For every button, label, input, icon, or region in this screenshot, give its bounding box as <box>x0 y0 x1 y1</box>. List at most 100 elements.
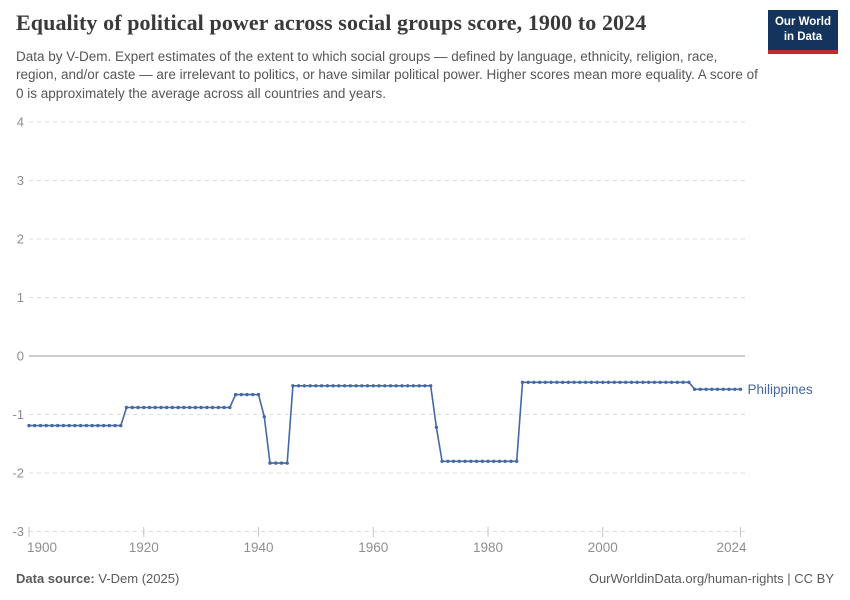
data-point <box>193 405 198 410</box>
data-point <box>624 380 628 384</box>
owid-logo-line1: Our World <box>774 16 831 28</box>
data-point <box>578 380 582 384</box>
x-axis-tick-label: 2000 <box>588 540 618 555</box>
data-point <box>400 384 404 388</box>
data-point <box>119 423 123 428</box>
data-point <box>411 384 416 388</box>
data-point <box>549 380 553 384</box>
data-point <box>56 423 60 428</box>
y-axis-tick-label: -2 <box>12 466 24 481</box>
data-point <box>33 423 37 428</box>
data-point <box>319 384 324 388</box>
data-point <box>641 380 645 384</box>
data-source-value: V-Dem (2025) <box>98 571 180 586</box>
data-point <box>538 380 542 384</box>
data-point <box>251 392 255 397</box>
data-point <box>486 459 490 463</box>
data-point <box>38 423 43 428</box>
owid-credit-link[interactable]: OurWorldinData.org/human-rights | CC BY <box>588 571 834 586</box>
data-point <box>354 384 358 388</box>
data-point <box>27 423 31 428</box>
data-point <box>474 459 479 463</box>
data-point <box>704 387 708 391</box>
data-point <box>429 384 433 388</box>
data-point <box>526 380 530 384</box>
data-point <box>199 405 203 410</box>
data-point <box>302 384 307 388</box>
data-point <box>612 380 616 384</box>
data-point <box>124 405 129 410</box>
data-point <box>635 380 639 384</box>
data-point <box>687 380 691 384</box>
y-axis-tick-label: -3 <box>12 524 24 539</box>
data-point <box>727 387 731 391</box>
data-point <box>583 380 588 384</box>
data-point <box>669 380 674 384</box>
data-point <box>222 405 226 410</box>
data-point <box>342 384 347 388</box>
owid-logo-line2: in Data <box>783 30 823 43</box>
data-point <box>159 405 163 410</box>
data-point <box>239 392 243 397</box>
data-point <box>629 380 634 384</box>
data-point <box>67 423 71 428</box>
y-axis-tick-label: 3 <box>17 173 24 188</box>
data-point <box>497 459 502 463</box>
y-axis-tick-label: -1 <box>12 407 24 422</box>
data-point <box>268 461 272 465</box>
data-point <box>153 405 157 410</box>
data-point <box>101 423 106 428</box>
data-point <box>360 384 364 388</box>
data-point <box>365 384 370 388</box>
data-point <box>457 459 461 463</box>
data-point <box>297 384 301 388</box>
y-axis-tick-label: 0 <box>17 349 24 364</box>
x-axis-tick-label: 1960 <box>358 540 388 555</box>
x-axis-tick-label: 1920 <box>129 540 159 555</box>
data-point <box>698 387 702 391</box>
data-point <box>520 380 525 384</box>
data-source-label: Data source: <box>16 571 95 586</box>
data-point <box>738 387 743 391</box>
data-point <box>285 461 289 465</box>
chart-subtitle: Data by V-Dem. Expert estimates of the e… <box>16 49 758 101</box>
data-point <box>451 459 456 463</box>
data-point <box>291 384 295 388</box>
data-point <box>417 384 421 388</box>
data-point <box>664 380 668 384</box>
data-point <box>279 461 284 465</box>
data-point <box>406 384 410 388</box>
data-point <box>394 384 398 388</box>
data-point <box>245 392 249 397</box>
data-point <box>44 423 48 428</box>
data-point <box>647 380 651 384</box>
data-point <box>388 384 393 388</box>
data-point <box>692 387 697 391</box>
data-point <box>142 405 146 410</box>
data-point <box>509 459 513 463</box>
data-point <box>532 380 536 384</box>
data-point <box>543 380 548 384</box>
data-point <box>325 384 330 388</box>
data-point <box>503 459 507 463</box>
data-point <box>371 384 375 388</box>
data-line-philippines <box>29 381 741 464</box>
data-point <box>440 459 444 463</box>
data-point <box>50 423 54 428</box>
data-point <box>681 380 685 384</box>
series-label-philippines: Philippines <box>748 382 814 397</box>
data-point <box>572 380 576 384</box>
data-point <box>515 459 519 463</box>
data-point <box>205 405 209 410</box>
owid-logo[interactable]: Our World in Data <box>767 10 838 54</box>
y-axis-tick-label: 1 <box>17 290 24 305</box>
chart-title: Equality of political power across socia… <box>16 10 647 35</box>
data-point <box>560 380 565 384</box>
data-point <box>256 392 261 397</box>
data-point <box>383 384 387 388</box>
data-point <box>377 384 381 388</box>
data-point <box>595 380 599 384</box>
data-point <box>480 459 484 463</box>
